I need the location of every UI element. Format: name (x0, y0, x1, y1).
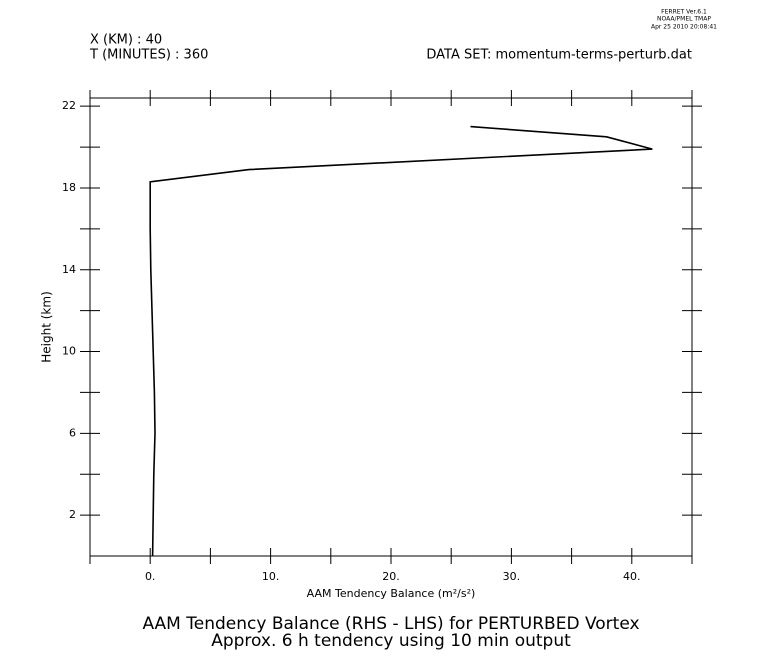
plot-frame (89, 97, 693, 557)
y-tick-label: 14 (62, 263, 76, 276)
x-axis-label: AAM Tendency Balance (m²/s²) (307, 587, 476, 600)
y-tick-label: 18 (62, 181, 76, 194)
chart-title: AAM Tendency Balance (RHS - LHS) for PER… (142, 614, 639, 634)
x-tick-label: 0. (145, 570, 156, 583)
y-tick-label: 2 (69, 508, 76, 521)
chart-title: Approx. 6 h tendency using 10 min output (211, 631, 571, 651)
x-tick-label: 20. (382, 570, 400, 583)
header: DATA SET: momentum-terms-perturb.dat (426, 48, 692, 63)
stamp: FERRET Ver.6.1 (661, 9, 707, 16)
y-tick-label: 6 (69, 426, 76, 439)
header: X (KM) : 40 (90, 33, 162, 48)
y-tick-label: 22 (62, 99, 76, 112)
y-axis-label: Height (km) (40, 291, 54, 362)
x-tick-label: 40. (623, 570, 641, 583)
x-tick-label: 10. (262, 570, 280, 583)
stamp: NOAA/PMEL TMAP (657, 16, 711, 23)
x-tick-label: 30. (503, 570, 521, 583)
profile-line (149, 125, 653, 557)
stamp: Apr 25 2010 20:08:41 (651, 24, 717, 31)
y-tick-label: 10 (62, 345, 76, 358)
header: T (MINUTES) : 360 (89, 48, 208, 63)
